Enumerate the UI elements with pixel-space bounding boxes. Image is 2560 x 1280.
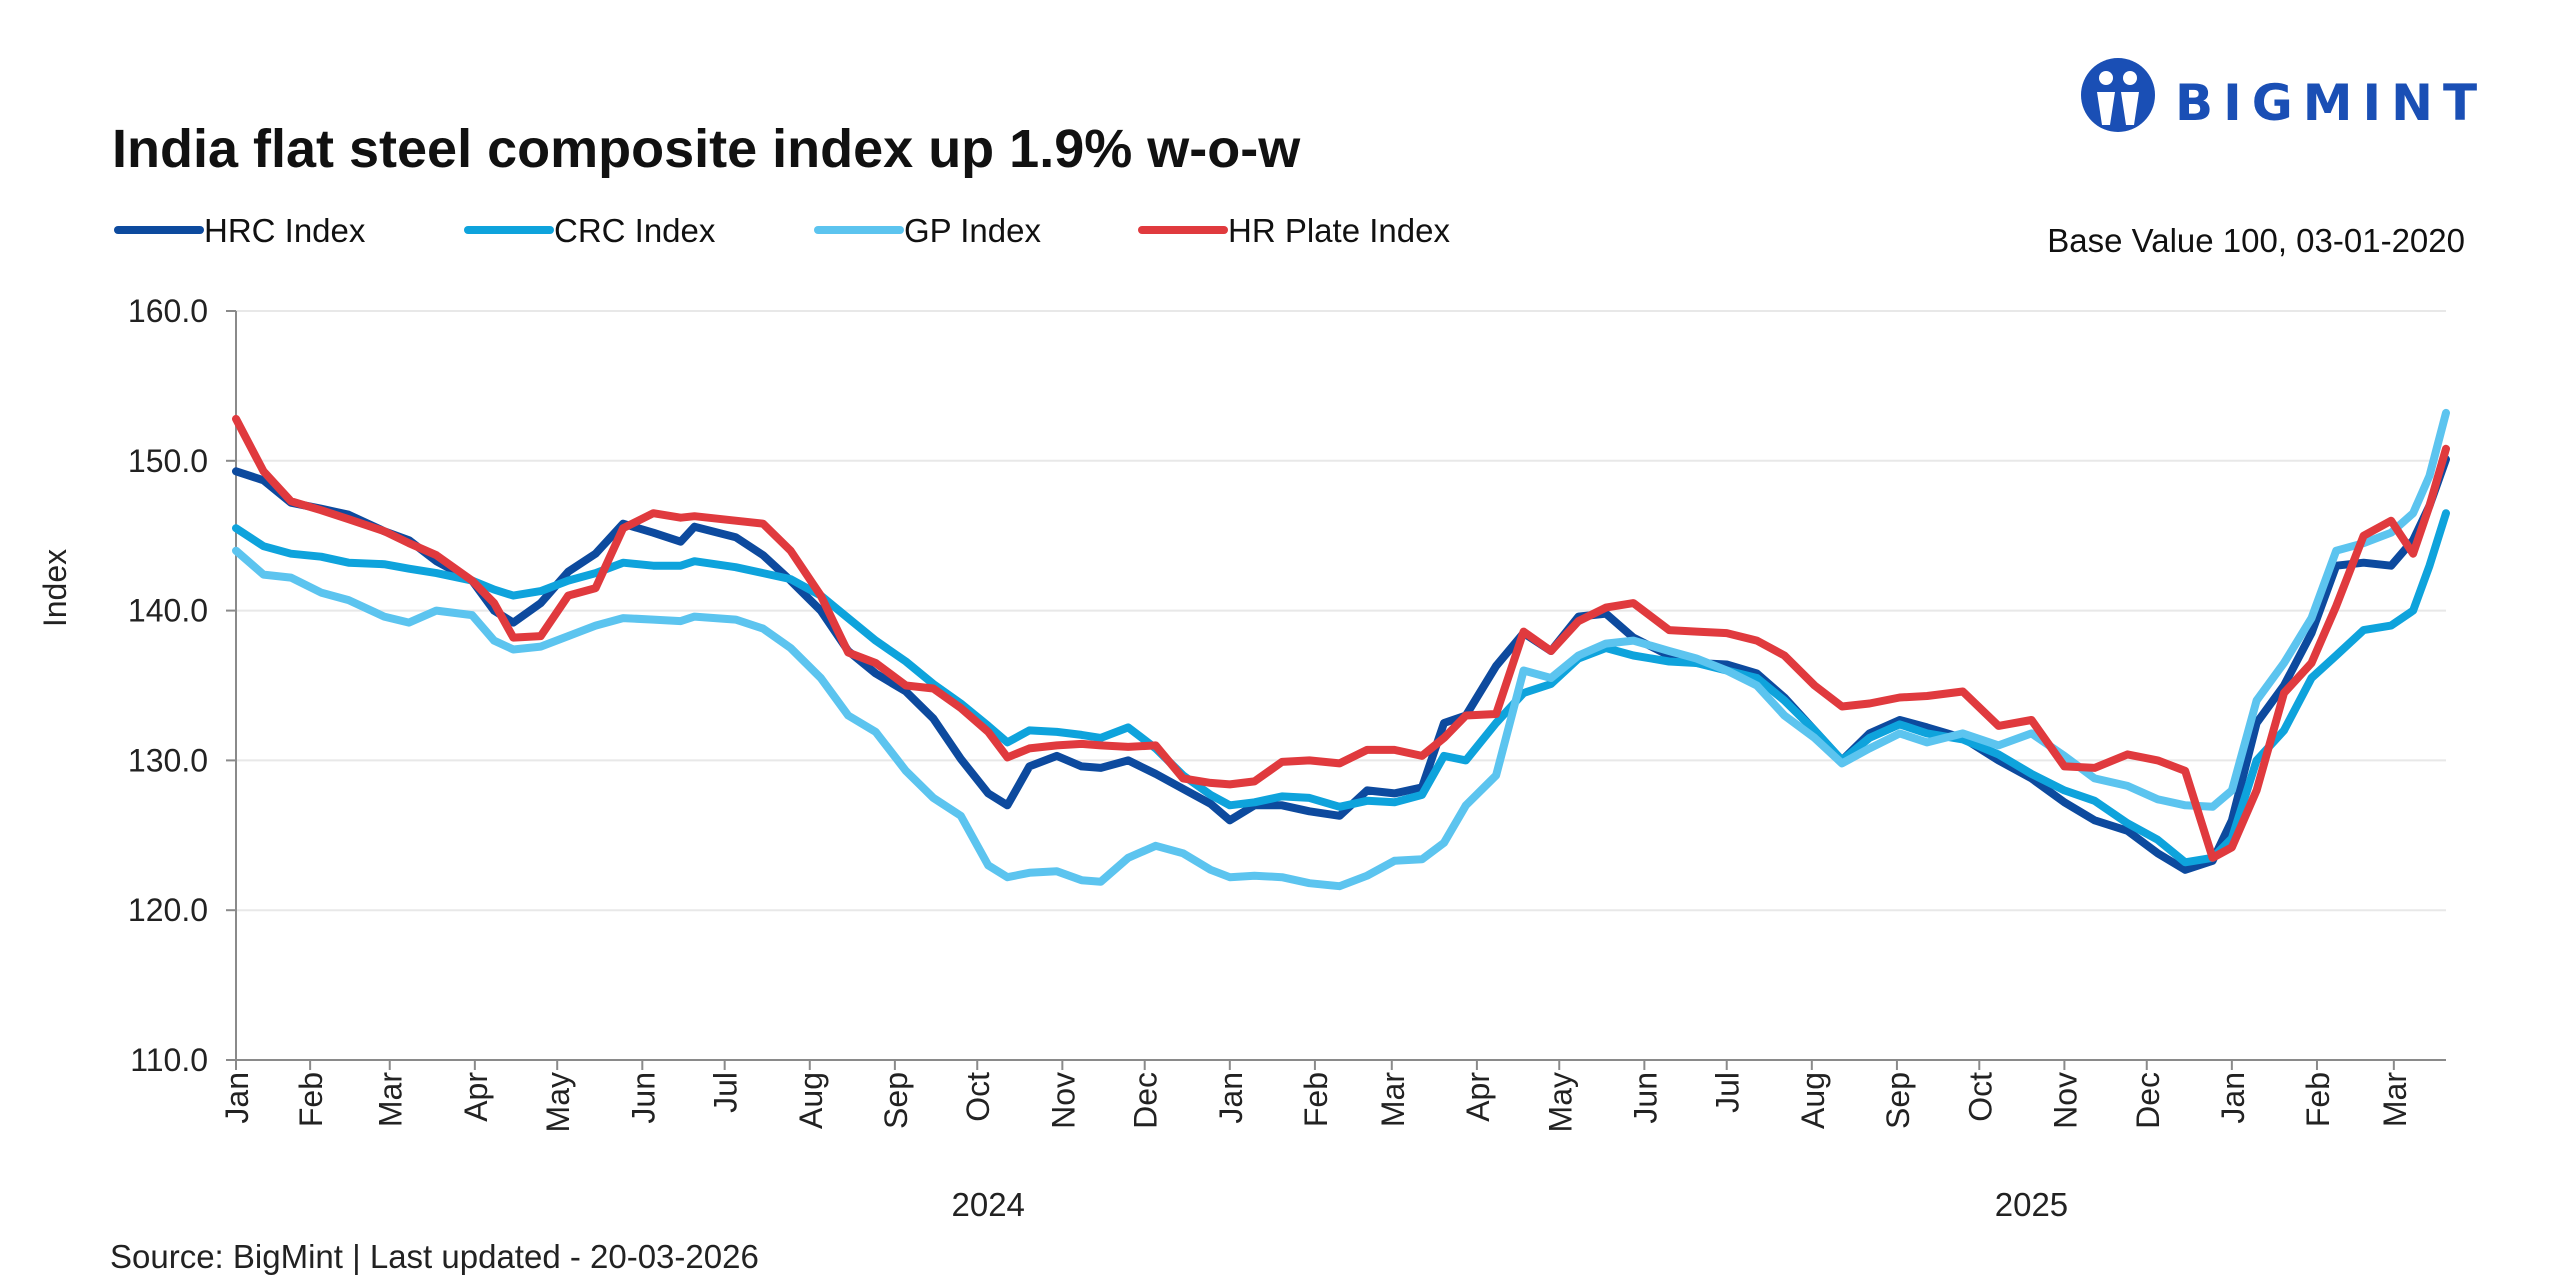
base-value-note: Base Value 100, 03-01-2020 bbox=[2047, 222, 2465, 259]
y-tick-label-3: 130.0 bbox=[128, 742, 208, 778]
x-tick-label-17: Jun bbox=[1627, 1072, 1663, 1124]
x-tick-label-16: May bbox=[1542, 1072, 1578, 1132]
x-tick-label-23: Dec bbox=[2130, 1072, 2166, 1129]
x-tick-label-10: Nov bbox=[1045, 1072, 1081, 1129]
x-tick-label-11: Dec bbox=[1128, 1072, 1164, 1129]
x-tick-label-21: Oct bbox=[1962, 1072, 1998, 1122]
series-lines bbox=[232, 408, 2450, 891]
series-line-gp-index bbox=[232, 408, 2450, 891]
chart-title: India flat steel composite index up 1.9%… bbox=[112, 119, 1301, 179]
x-tick-label-26: Mar bbox=[2377, 1072, 2413, 1127]
year-label-0: 2024 bbox=[952, 1186, 1025, 1223]
brand-name: BIGMINT bbox=[2175, 74, 2487, 132]
x-tick-label-9: Oct bbox=[960, 1072, 996, 1122]
source-note: Source: BigMint | Last updated - 20-03-2… bbox=[110, 1238, 759, 1275]
y-tick-label-1: 150.0 bbox=[128, 443, 208, 479]
series-line-hrc-index bbox=[232, 455, 2450, 874]
x-tick-label-7: Aug bbox=[793, 1072, 829, 1129]
x-tick-label-1: Feb bbox=[293, 1072, 329, 1127]
x-axis-ticks: Jan Feb Mar Apr May Jun Jul Aug Sep Oct Nov Dec Jan F… bbox=[219, 1060, 2413, 1132]
y-tick-label-2: 140.0 bbox=[128, 593, 208, 629]
x-tick-label-13: Feb bbox=[1298, 1072, 1334, 1127]
x-tick-label-14: Mar bbox=[1375, 1072, 1411, 1127]
x-tick-label-6: Jul bbox=[708, 1072, 744, 1113]
legend-label-2: GP Index bbox=[904, 212, 1041, 249]
y-axis-ticks: 160.0 150.0 140.0 130.0 120.0 110.0 bbox=[128, 293, 236, 1078]
x-tick-label-0: Jan bbox=[219, 1072, 255, 1124]
gridlines bbox=[236, 310, 2446, 912]
x-tick-label-3: Apr bbox=[458, 1072, 494, 1122]
series-line-crc-index bbox=[232, 509, 2450, 867]
legend-label-0: HRC Index bbox=[204, 212, 366, 249]
y-tick-label-0: 160.0 bbox=[128, 293, 208, 329]
legend-label-1: CRC Index bbox=[554, 212, 716, 249]
x-tick-label-5: Jun bbox=[625, 1072, 661, 1124]
x-tick-label-12: Jan bbox=[1213, 1072, 1249, 1124]
legend: HRC Index CRC Index GP Index HR Plate Index bbox=[114, 212, 1450, 249]
brand-mark-icon bbox=[2081, 58, 2155, 132]
y-tick-label-5: 110.0 bbox=[130, 1042, 208, 1078]
x-tick-label-25: Feb bbox=[2300, 1072, 2336, 1127]
x-tick-label-24: Jan bbox=[2215, 1072, 2251, 1124]
x-tick-label-15: Apr bbox=[1460, 1072, 1496, 1122]
year-labels: 2024 2025 bbox=[952, 1186, 2069, 1223]
axes bbox=[235, 311, 2446, 1061]
x-tick-label-18: Jul bbox=[1710, 1072, 1746, 1113]
year-label-1: 2025 bbox=[1995, 1186, 2068, 1223]
y-axis-label: Index bbox=[37, 549, 73, 627]
series-line-hr-plate-index bbox=[232, 414, 2450, 862]
x-tick-label-2: Mar bbox=[373, 1072, 409, 1127]
x-tick-label-20: Sep bbox=[1880, 1072, 1916, 1129]
x-tick-label-8: Sep bbox=[878, 1072, 914, 1129]
legend-label-3: HR Plate Index bbox=[1228, 212, 1450, 249]
y-tick-label-4: 120.0 bbox=[128, 892, 208, 928]
x-tick-label-19: Aug bbox=[1795, 1072, 1831, 1129]
x-tick-label-22: Nov bbox=[2047, 1072, 2083, 1129]
brand-logo: BIGMINT bbox=[2081, 58, 2487, 132]
x-tick-label-4: May bbox=[540, 1072, 576, 1132]
